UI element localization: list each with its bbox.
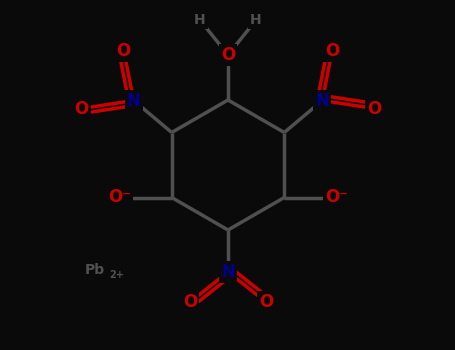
Text: O: O	[221, 46, 235, 64]
Text: 2+: 2+	[110, 270, 124, 280]
Text: O: O	[367, 99, 381, 118]
Text: O: O	[116, 42, 131, 60]
Text: N: N	[221, 263, 235, 281]
Text: O: O	[325, 42, 339, 60]
Text: N: N	[127, 91, 141, 110]
Text: O: O	[75, 99, 89, 118]
Text: H: H	[250, 13, 262, 27]
Text: H: H	[194, 13, 206, 27]
Text: O⁻: O⁻	[325, 189, 348, 206]
Text: O: O	[259, 293, 273, 311]
Text: N: N	[315, 91, 329, 110]
Text: Pb: Pb	[85, 263, 105, 277]
Text: O⁻: O⁻	[108, 189, 131, 206]
Text: O: O	[183, 293, 197, 311]
